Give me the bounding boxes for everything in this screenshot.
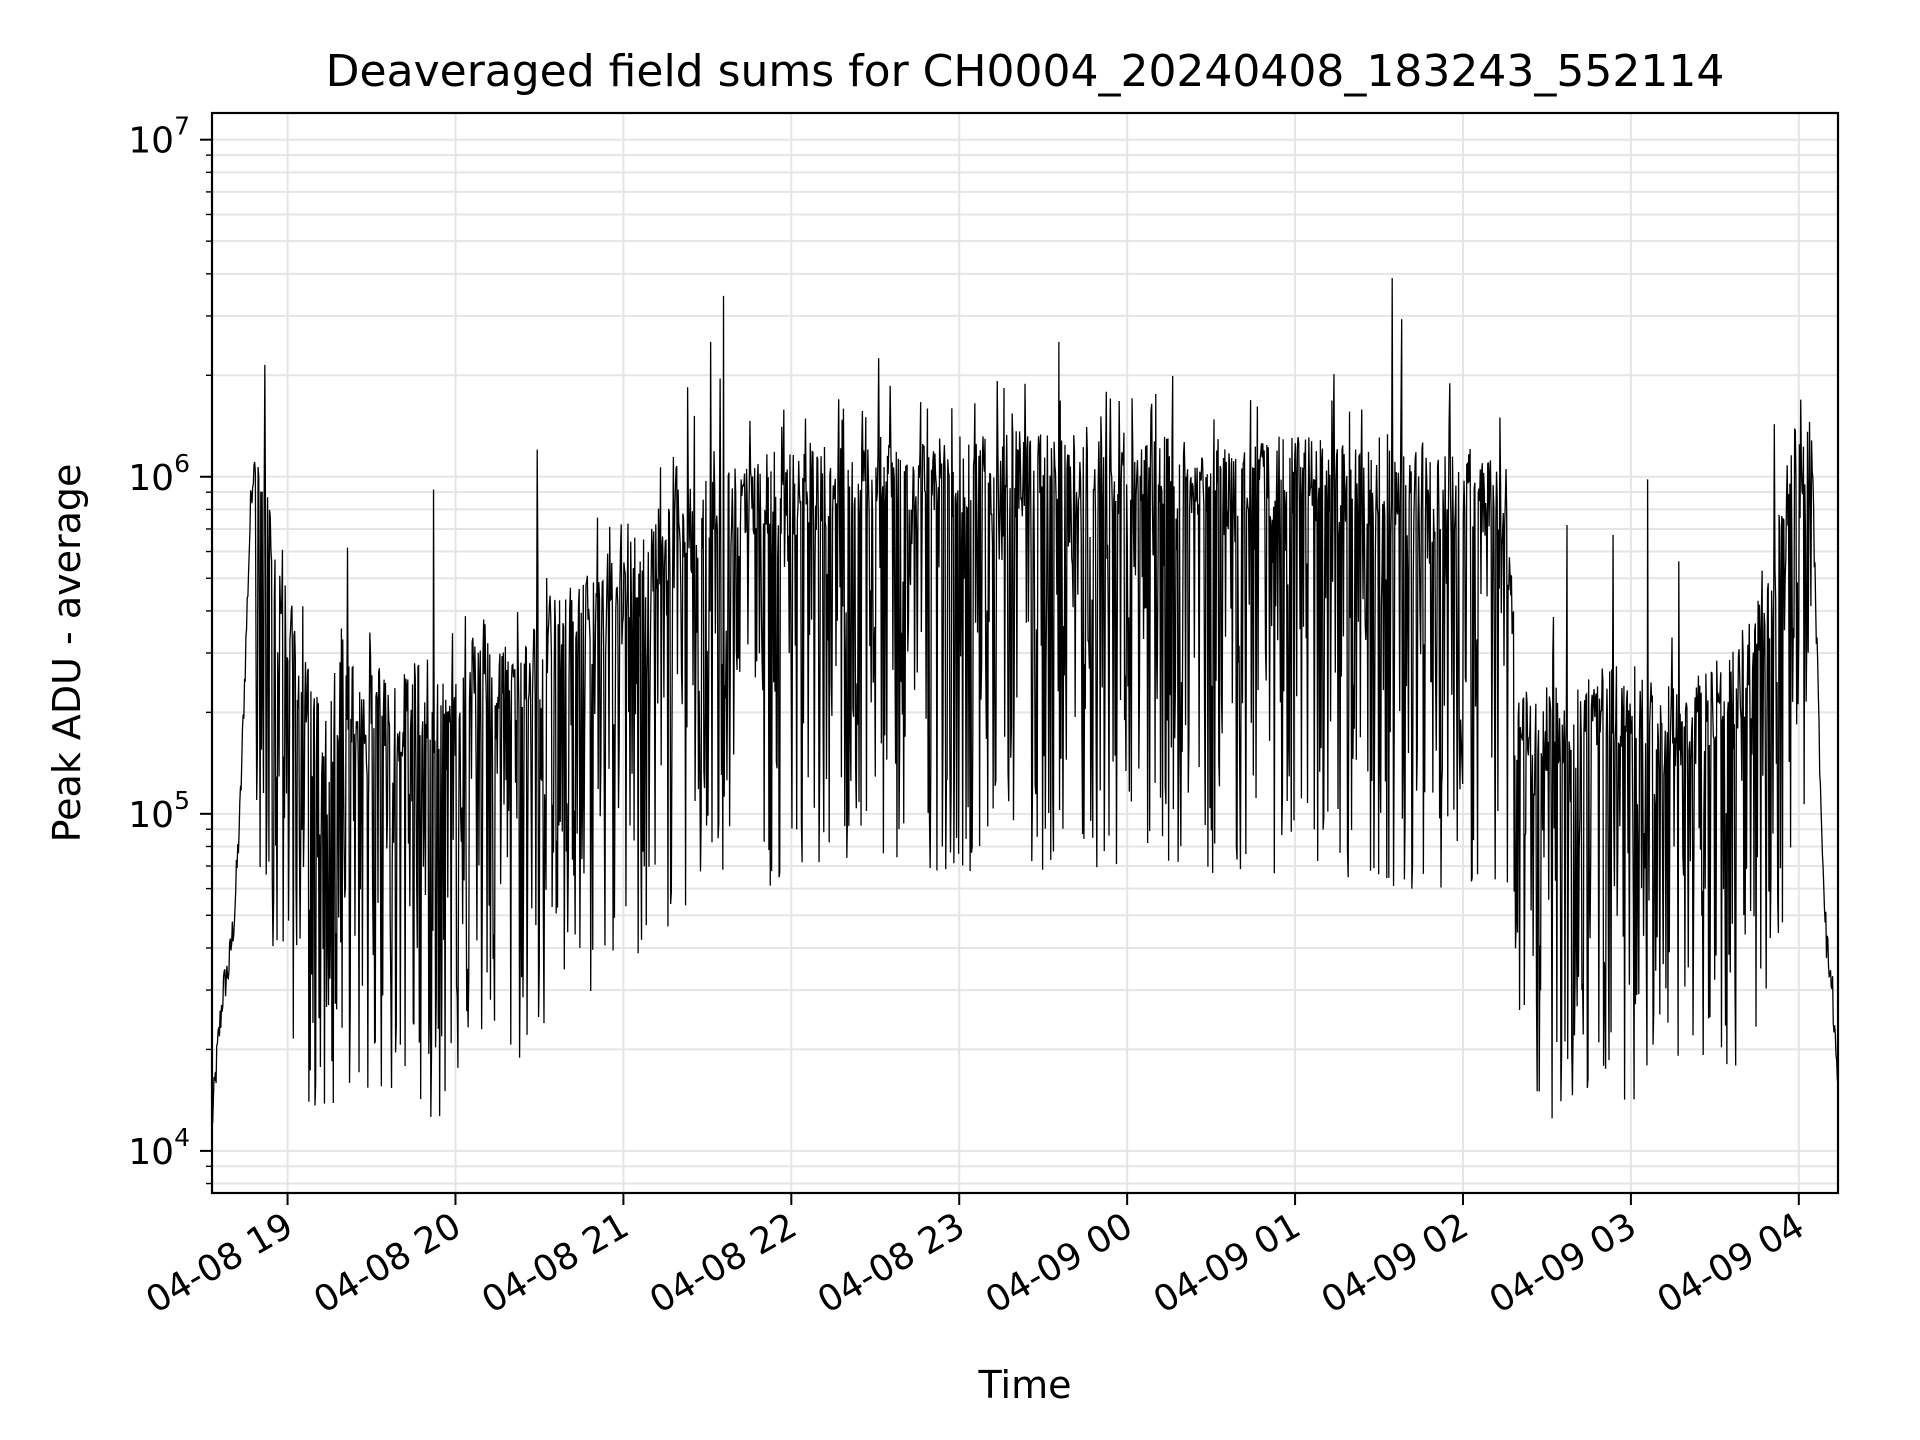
chart-title: Deaveraged field sums for CH0004_2024040… <box>326 46 1725 97</box>
series-line <box>212 278 1838 1124</box>
x-axis-label: Time <box>978 1363 1072 1407</box>
y-axis-label: Peak ADU - average <box>45 464 89 843</box>
y-tick-label: 105 <box>128 786 190 836</box>
y-tick-label: 107 <box>128 112 190 162</box>
plot-area <box>212 278 1838 1124</box>
y-tick-label: 104 <box>128 1123 190 1173</box>
y-tick-label: 106 <box>128 449 190 499</box>
y-axis: 104 105 106 107 <box>128 112 212 1185</box>
